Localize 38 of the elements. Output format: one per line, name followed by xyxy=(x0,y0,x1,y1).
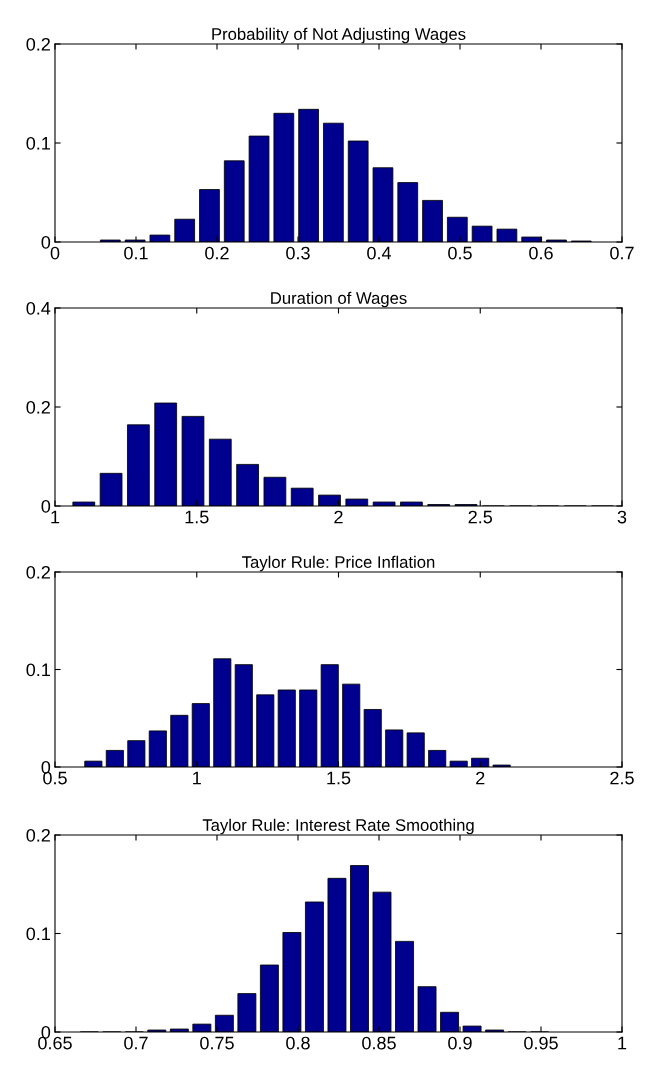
y-tick-label: 0.2 xyxy=(26,828,50,842)
x-tick-label: 0.4 xyxy=(367,246,392,260)
y-tick-label: 0.4 xyxy=(26,301,51,315)
x-tick-label: 0.1 xyxy=(124,246,148,260)
x-tick-label: 1 xyxy=(51,510,60,524)
x-tick-label: 0.5 xyxy=(448,246,472,260)
x-tick-label: 0.75 xyxy=(200,1036,234,1050)
x-tick-label: 0.95 xyxy=(524,1036,558,1050)
x-tick-label: 0.85 xyxy=(362,1036,396,1050)
x-tick-label: 1 xyxy=(618,1036,627,1050)
x-tick-label: 1.5 xyxy=(327,771,351,785)
x-tick-label: 0.8 xyxy=(286,1036,310,1050)
x-tick-label: 1 xyxy=(193,771,201,785)
x-tick-label: 2.5 xyxy=(468,510,493,524)
x-tick-label: 2 xyxy=(334,510,343,524)
y-tick-label: 0 xyxy=(41,235,51,249)
y-tick-label: 0.1 xyxy=(26,927,50,941)
y-tick-label: 0.2 xyxy=(26,37,50,51)
x-tick-label: 2 xyxy=(476,771,485,785)
x-tick-label: 0 xyxy=(50,246,60,260)
x-tick-label: 1.5 xyxy=(185,510,209,524)
x-tick-label: 0.9 xyxy=(448,1036,472,1050)
x-tick-label: 0.7 xyxy=(124,1036,148,1050)
x-tick-label: 0.7 xyxy=(610,246,634,260)
chart-title: Taylor Rule: Interest Rate Smoothing xyxy=(202,818,474,835)
y-tick-label: 0 xyxy=(41,499,51,513)
x-tick-label: 2.5 xyxy=(610,771,634,785)
y-tick-label: 0.1 xyxy=(26,663,50,677)
y-tick-label: 0.2 xyxy=(26,400,50,414)
x-tick-label: 3 xyxy=(617,510,627,524)
x-tick-label: 0.2 xyxy=(205,246,229,260)
chart-title: Duration of Wages xyxy=(271,291,407,308)
chart-title: Probability of Not Adjusting Wages xyxy=(212,27,466,44)
y-tick-label: 0.2 xyxy=(26,565,50,579)
x-tick-label: 0.6 xyxy=(529,246,553,260)
x-tick-label: 0.3 xyxy=(286,246,310,260)
chart-title: Taylor Rule: Price Inflation xyxy=(242,555,435,572)
y-tick-label: 0.1 xyxy=(26,136,50,150)
